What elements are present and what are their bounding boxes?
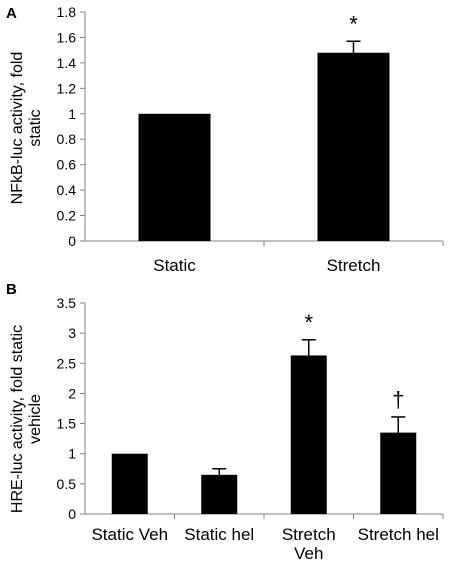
y-tick-label-b: 0 xyxy=(68,506,76,522)
y-tick-label-a: 1.6 xyxy=(57,29,77,45)
category-label-b-3: Stretch hel xyxy=(358,525,439,544)
y-tick-label-a: 1.4 xyxy=(57,55,77,71)
bar-b-1 xyxy=(201,474,238,514)
chart-panel-b: B 0 0.5 1 1.5 2 2.5 3 3.5 HRE-luc activity, fold … xyxy=(6,281,444,563)
bar-a-0 xyxy=(138,113,211,241)
significance-marker-b-2: * xyxy=(304,310,313,335)
significance-marker-a-1: * xyxy=(349,11,358,36)
category-label-b-0: Static Veh xyxy=(91,525,168,544)
y-tick-label-a: 0.4 xyxy=(57,182,77,198)
y-tick-label-b: 2.5 xyxy=(57,355,77,371)
category-label-a-1: Stretch xyxy=(327,256,381,275)
bar-b-0 xyxy=(111,453,148,514)
panel-label-b: B xyxy=(6,281,17,298)
y-tick-label-a: 0.2 xyxy=(57,208,77,224)
bar-b-2 xyxy=(290,355,327,514)
y-tick-label-b: 3.5 xyxy=(57,295,77,311)
panel-label-a: A xyxy=(6,5,17,22)
bar-a-1 xyxy=(317,52,390,241)
y-tick-label-a: 0.8 xyxy=(57,131,77,147)
y-tick-label-b: 3 xyxy=(68,325,76,341)
bar-b-3 xyxy=(380,432,417,514)
category-label-a-0: Static xyxy=(153,256,196,275)
y-tick-label-b: 1.5 xyxy=(57,416,77,432)
y-axis-title-a: NFkB-luc activity, foldstatic xyxy=(9,52,44,205)
chart-panel-a: A 0 0.2 0.4 0.6 0.8 1 1.2 1.4 1.6 1.8 NFkB-luc acti… xyxy=(6,4,444,275)
category-label-b-2: Stretch Veh xyxy=(282,525,336,563)
y-tick-label-a: 0 xyxy=(68,233,76,249)
y-axis-title-b: HRE-luc activity, fold staticvehicle xyxy=(9,325,44,513)
y-tick-label-a: 0.6 xyxy=(57,157,77,173)
category-label-b-1: Static hel xyxy=(184,525,254,544)
y-tick-label-b: 2 xyxy=(68,385,76,401)
significance-marker-b-3: † xyxy=(392,387,404,412)
y-tick-label-a: 1.2 xyxy=(57,80,77,96)
y-tick-label-a: 1.8 xyxy=(57,4,77,20)
y-tick-label-a: 1 xyxy=(68,106,76,122)
y-tick-label-b: 0.5 xyxy=(57,476,77,492)
y-tick-label-b: 1 xyxy=(68,446,76,462)
